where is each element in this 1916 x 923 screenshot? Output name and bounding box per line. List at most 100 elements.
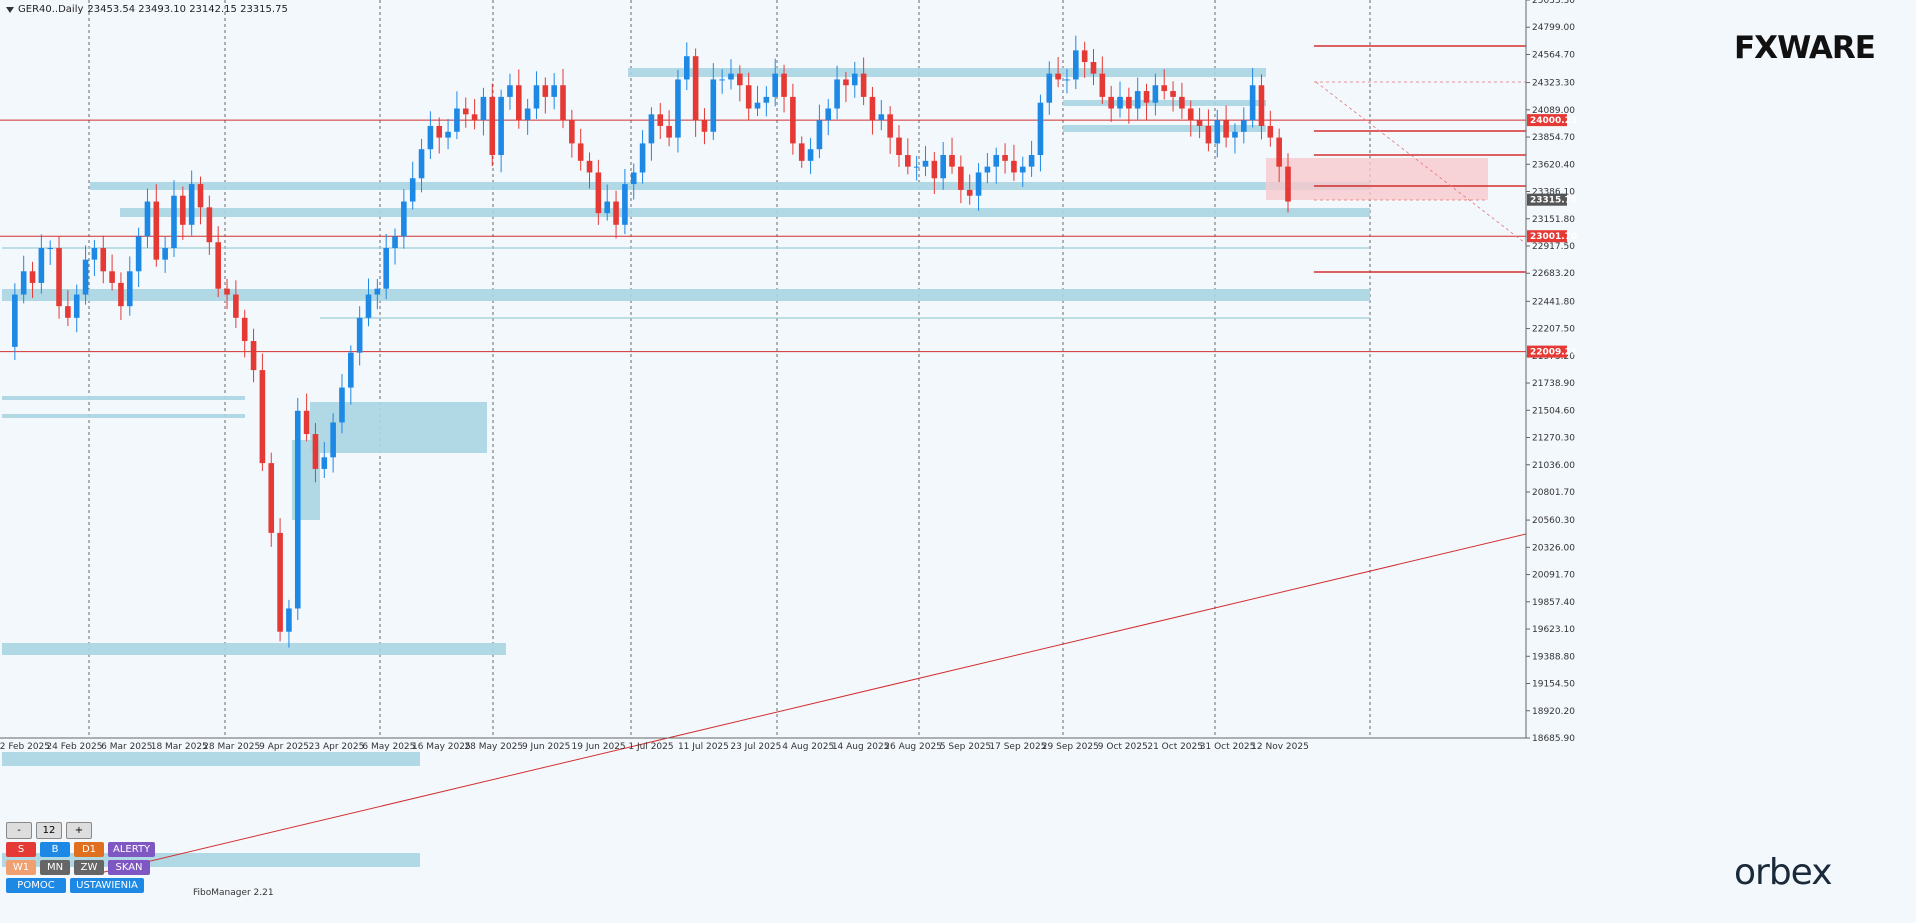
- trend-line: [99, 533, 1527, 874]
- help-button[interactable]: POMOC: [6, 878, 66, 893]
- time-label: 4 Aug 2025: [782, 742, 834, 752]
- candle-body: [586, 160, 593, 173]
- sr-zone: [2, 853, 420, 867]
- zw-button[interactable]: ZW: [74, 860, 104, 875]
- settings-button[interactable]: USTAWIENIA: [70, 878, 144, 893]
- price-tick-label: 22683.20: [1532, 269, 1575, 279]
- candle-body: [1126, 96, 1132, 109]
- candle-body: [1143, 91, 1150, 103]
- price-marker-bg: [1527, 345, 1567, 358]
- value-field[interactable]: 12: [36, 822, 62, 839]
- sr-zone: [2, 289, 1370, 301]
- decrease-button[interactable]: -: [6, 822, 32, 839]
- candle-body: [728, 73, 734, 80]
- sr-zone: [628, 68, 1266, 77]
- candle-body: [1028, 155, 1035, 167]
- buy-button[interactable]: B: [40, 842, 70, 857]
- candle-body: [816, 120, 823, 150]
- candle-body: [312, 434, 319, 469]
- time-label: 17 Sep 2025: [989, 742, 1046, 752]
- candle-body: [1108, 96, 1114, 109]
- candle-body: [745, 85, 752, 109]
- increase-button[interactable]: +: [66, 822, 92, 839]
- candle-body: [20, 271, 27, 295]
- candle-body: [913, 166, 920, 168]
- candle-body: [639, 143, 646, 173]
- candle-body: [348, 352, 354, 388]
- price-tick-label: 19857.40: [1532, 598, 1575, 608]
- price-marker-label: 23315.75: [1530, 196, 1577, 206]
- price-tick-label: 20326.00: [1532, 543, 1575, 553]
- price-marker-label: 23001.70: [1530, 232, 1577, 242]
- price-tick-label: 22207.50: [1532, 325, 1575, 335]
- candle-body: [1214, 120, 1221, 144]
- d1-button[interactable]: D1: [74, 842, 104, 857]
- candle-body: [657, 114, 664, 126]
- fxware-logo: FXWARE: [1734, 30, 1876, 66]
- candle-body: [896, 137, 902, 156]
- sr-zone: [2, 396, 245, 400]
- candle-body: [73, 294, 80, 318]
- candle-body: [1090, 62, 1097, 74]
- candle-body: [516, 85, 522, 121]
- candle-body: [498, 96, 504, 156]
- time-label: 23 Apr 2025: [309, 742, 365, 752]
- candle-body: [949, 155, 955, 167]
- time-label: 24 Feb 2025: [46, 742, 102, 752]
- candle-body: [383, 248, 389, 289]
- candle-body: [719, 79, 725, 81]
- candle-body: [993, 155, 1000, 167]
- candle-body: [250, 341, 257, 371]
- candle-body: [683, 56, 690, 80]
- candle-body: [418, 149, 425, 179]
- price-tick-label: 21270.30: [1532, 434, 1575, 444]
- candle-body: [675, 79, 681, 138]
- candle-body: [613, 201, 619, 225]
- candle-body: [931, 160, 938, 179]
- candle-body: [171, 195, 177, 249]
- candle-body: [507, 85, 513, 97]
- mn-button[interactable]: MN: [40, 860, 70, 875]
- ohlc-label: 23453.54 23493.10 23142.15 23315.75: [87, 4, 288, 15]
- price-tick-label: 21036.00: [1532, 461, 1575, 471]
- sell-button[interactable]: S: [6, 842, 36, 857]
- price-axis-bg: [1526, 0, 1916, 923]
- candle-body: [91, 248, 98, 260]
- price-marker-bg: [1527, 114, 1567, 127]
- price-tick-label: 22917.50: [1532, 242, 1575, 252]
- candle-body: [445, 131, 451, 138]
- price-tick-label: 19388.80: [1532, 652, 1575, 662]
- candle-body: [1196, 120, 1203, 126]
- candle-body: [630, 172, 637, 185]
- candle-body: [1285, 166, 1291, 202]
- candle-body: [860, 73, 867, 97]
- time-label: 16 May 2025: [412, 742, 471, 752]
- alerts-button[interactable]: ALERTY: [108, 842, 156, 857]
- price-tick-label: 18920.20: [1532, 707, 1575, 717]
- candle-body: [180, 195, 186, 225]
- candle-body: [533, 85, 540, 109]
- candle-body: [1232, 131, 1238, 138]
- candle-body: [144, 201, 151, 237]
- candle-body: [1117, 96, 1123, 109]
- sr-zone: [2, 643, 506, 655]
- candle-body: [1187, 108, 1194, 121]
- candle-body: [701, 120, 708, 132]
- time-label: 9 Apr 2025: [259, 742, 309, 752]
- price-tick-label: 19154.50: [1532, 680, 1575, 690]
- candle-body: [153, 201, 160, 260]
- candle-body: [1152, 85, 1159, 103]
- candle-body: [1081, 50, 1088, 63]
- candle-body: [12, 294, 18, 347]
- time-label: 18 Mar 2025: [151, 742, 208, 752]
- time-label: 5 Sep 2025: [940, 742, 991, 752]
- candle-body: [471, 114, 478, 121]
- price-tick-label: 24799.00: [1532, 23, 1575, 33]
- candle-body: [286, 608, 292, 632]
- chevron-down-icon[interactable]: [6, 6, 14, 13]
- scan-button[interactable]: SKAN: [108, 860, 150, 875]
- candle-body: [56, 248, 62, 307]
- w1-button[interactable]: W1: [6, 860, 36, 875]
